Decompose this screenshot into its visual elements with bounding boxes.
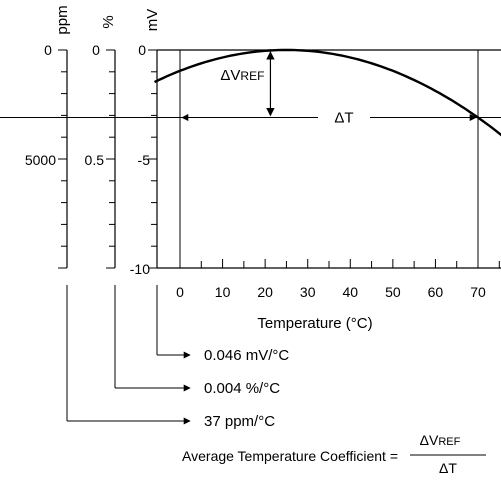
x-axis-label: Temperature (°C): [257, 315, 372, 332]
x-axis: 0 10 20 30 40 50 60 70: [157, 259, 501, 300]
x-tick-label: 50: [385, 284, 401, 300]
percent-unit-label: %: [100, 15, 117, 28]
formula-label: Average Temperature Coefficient =: [182, 448, 398, 464]
x-tick-label: 20: [257, 284, 273, 300]
percent-tick-label: 0.5: [85, 152, 105, 168]
x-tick-label: 70: [470, 284, 486, 300]
formula-denominator: ΔT: [439, 460, 457, 476]
coefficient-value: 0.046 mV/°C: [204, 347, 289, 364]
percent-tick-label: 0: [92, 42, 100, 58]
x-tick-label: 30: [300, 284, 316, 300]
mv-unit-label: mV: [144, 9, 161, 32]
coefficient-list: 0.046 mV/°C 0.004 %/°C 37 ppm/°C: [66, 285, 289, 430]
mv-tick-label: 0: [138, 42, 146, 58]
formula-numerator: ΔVREF: [420, 432, 461, 448]
x-tick-label: 10: [215, 284, 231, 300]
delta-vref-delta: ΔV: [220, 67, 240, 84]
x-tick-label: 40: [342, 284, 358, 300]
x-tick-label: 0: [176, 284, 184, 300]
series-line: [153, 48, 501, 137]
percent-axis: % 0 0.5: [85, 15, 117, 269]
formula-numerator-sub: REF: [438, 436, 460, 448]
coefficient-value: 0.004 %/°C: [204, 380, 280, 397]
coefficient-value: 37 ppm/°C: [204, 413, 275, 430]
ppm-tick-label: 0: [44, 42, 52, 58]
x-tick-label: 60: [428, 284, 444, 300]
mv-axis: mV 0 -5 -10: [130, 9, 161, 277]
delta-vref-label: ΔVREF: [220, 67, 264, 84]
formula-numerator-delta: ΔV: [420, 432, 439, 448]
annotations: ΔT ΔVREF: [0, 51, 501, 128]
mv-tick-label: -5: [138, 152, 151, 168]
plot-area: [153, 48, 501, 268]
ppm-unit-label: ppm: [54, 5, 71, 34]
delta-t-label-bg: [318, 107, 370, 128]
ppm-tick-label: 5000: [25, 152, 56, 168]
mv-tick-label: -10: [130, 261, 150, 277]
delta-t-label: ΔT: [334, 110, 353, 127]
delta-vref-sub: REF: [240, 69, 264, 83]
